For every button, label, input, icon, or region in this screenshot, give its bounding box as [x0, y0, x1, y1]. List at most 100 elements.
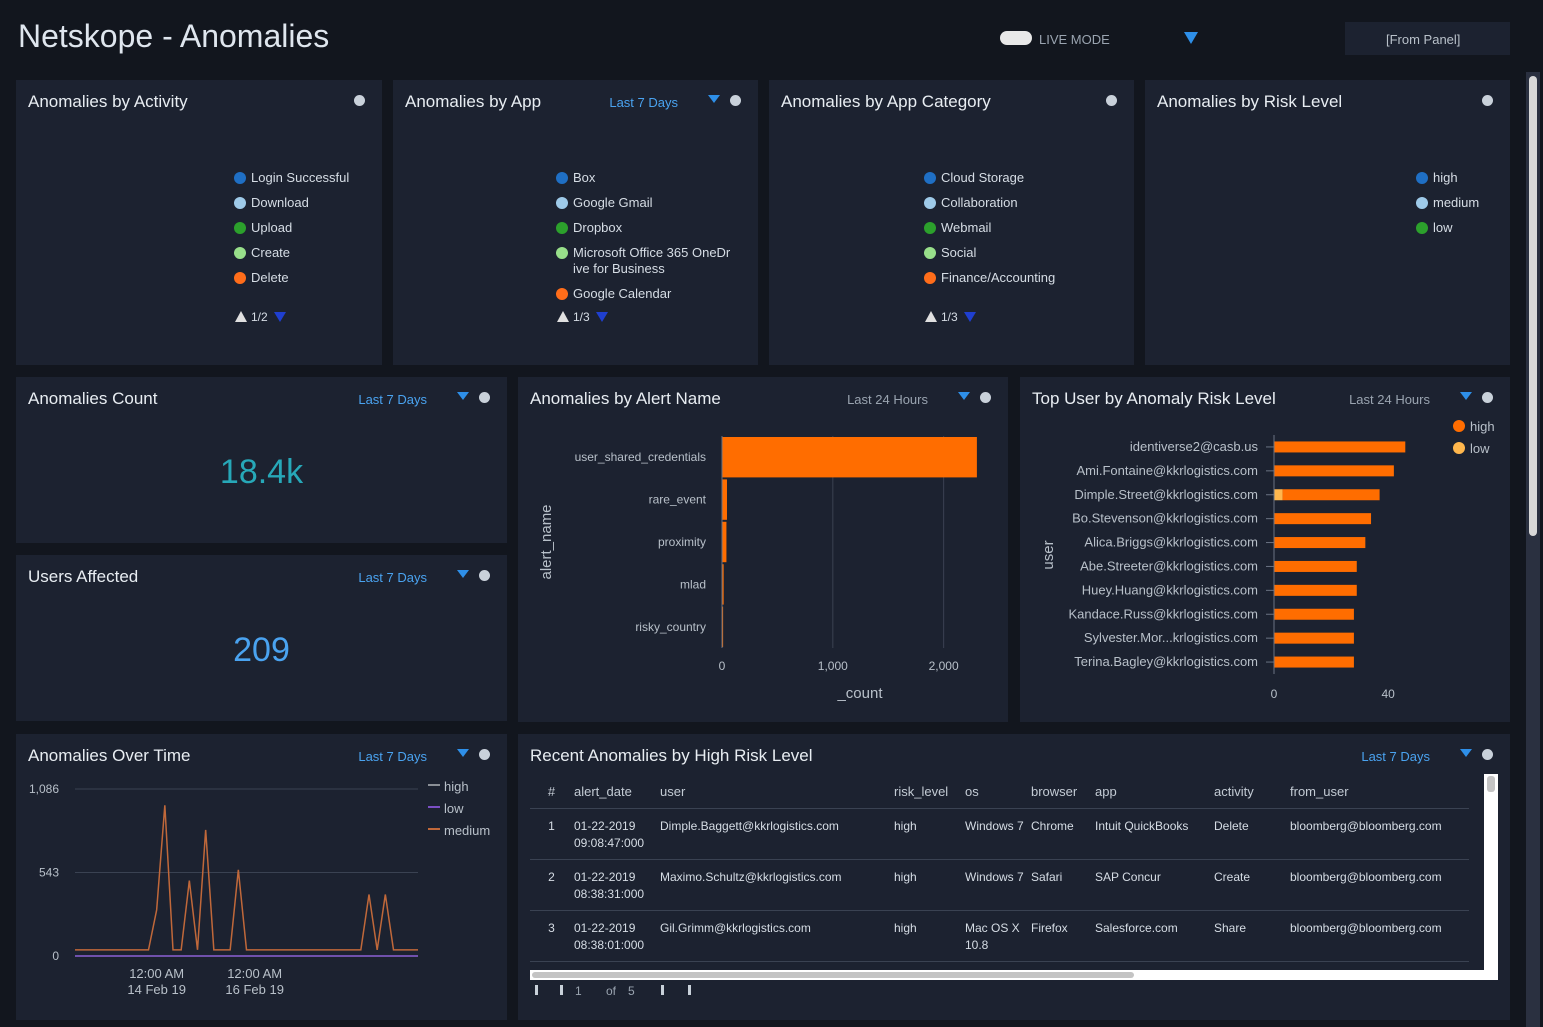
- x-axis-label: _count: [836, 685, 883, 702]
- table-row[interactable]: 1 01-22-2019 09:08:47:000 Dimple.Baggett@k…: [530, 808, 1469, 860]
- table-cell: Firefox: [1030, 910, 1094, 962]
- legend-item: Upload: [234, 220, 382, 236]
- column-header: os: [964, 774, 1030, 809]
- legend-item: Login Successful: [234, 170, 382, 186]
- legend-swatch: [556, 288, 568, 300]
- table-body: 1 01-22-2019 09:08:47:000 Dimple.Baggett@k…: [530, 808, 1469, 962]
- panel-title: Users Affected: [28, 567, 139, 586]
- x-tick-label: 2,000: [929, 659, 959, 673]
- info-icon: [479, 392, 490, 403]
- legend-swatch: [1453, 442, 1465, 454]
- time-filter[interactable]: [From Panel]: [1345, 22, 1510, 55]
- legend-label: low: [444, 801, 464, 816]
- info-icon: [730, 95, 741, 106]
- legend-label: Cloud Storage: [941, 170, 1025, 185]
- x-tick-label: 0: [719, 659, 726, 673]
- y-tick-label: Huey.Huang@kkrlogistics.com: [1082, 582, 1258, 597]
- table-row[interactable]: 2 01-22-2019 08:38:31:000 Maximo.Schultz@k…: [530, 859, 1469, 911]
- scroll-thumb[interactable]: [1529, 76, 1537, 536]
- legend-label: high: [444, 779, 469, 794]
- x-tick-label: 0: [1271, 687, 1278, 701]
- legend-item: Collaboration: [924, 195, 1099, 211]
- legend-item: low: [1416, 220, 1510, 236]
- filter-icon: [708, 95, 720, 103]
- bar-segment: [1274, 513, 1372, 525]
- pager-down: [596, 312, 608, 322]
- first-page: [535, 985, 550, 995]
- pager-down: [274, 312, 286, 322]
- legend-label: Google Calendar: [573, 286, 672, 301]
- legend-label: Webmail: [941, 220, 992, 235]
- filter-icon: [958, 392, 970, 400]
- bar-segment: [1274, 489, 1283, 501]
- panel: Anomalies by App Last 7 Days Box Google Gma…: [393, 80, 758, 365]
- panel-title: Anomalies Over Time: [28, 746, 191, 765]
- table-cell: Windows 7: [964, 859, 1030, 911]
- panel: Users Affected Last 7 Days 209: [16, 555, 507, 721]
- legend-item: Microsoft Office 365 OneDrive for Busine…: [556, 245, 731, 277]
- legend-item: Social: [924, 245, 1099, 261]
- legend-swatch: [924, 247, 936, 259]
- legend-swatch: [924, 272, 936, 284]
- scrollbar[interactable]: [1526, 72, 1540, 1027]
- legend-label: Social: [941, 245, 977, 260]
- series-line: [75, 805, 418, 951]
- legend-label: Delete: [251, 270, 289, 285]
- time-range: Last 7 Days: [609, 95, 678, 110]
- live-toggle[interactable]: [1000, 31, 1032, 45]
- x-tick-label: 12:00 AM 14 Feb 19: [127, 966, 186, 997]
- chart: 0 1,000 2,000 user_shared_credentials rare_e…: [538, 436, 977, 702]
- x-tick-label: 40: [1381, 687, 1395, 701]
- y-tick-label: Dimple.Street@kkrlogistics.com: [1074, 487, 1258, 502]
- page-number: 1: [575, 984, 582, 998]
- data-table: # alert_date user risk_level os browser app act…: [530, 774, 1469, 962]
- legend-swatch: [1416, 172, 1428, 184]
- column-header: #: [530, 774, 573, 809]
- time-range: Last 7 Days: [358, 392, 427, 407]
- legend: Box Google Gmail Dropbox Microsoft Office 3…: [556, 170, 731, 311]
- column-header: user: [659, 774, 893, 809]
- y-axis-label: user: [1040, 540, 1057, 569]
- legend-swatch: [556, 247, 568, 259]
- table-cell: high: [893, 910, 964, 962]
- panel: Anomalies by Alert Name Last 24 Hours 0 1,0…: [518, 377, 1008, 722]
- bar-segment: [1282, 489, 1380, 501]
- page-of: of: [606, 984, 617, 998]
- last-page: [676, 985, 691, 995]
- panel-title: Anomalies by Alert Name: [530, 389, 721, 408]
- legend: high medium low: [1416, 170, 1510, 245]
- bar: [722, 437, 977, 478]
- table-cell: SAP Concur: [1094, 859, 1213, 911]
- legend-label: Finance/Accounting: [941, 270, 1056, 285]
- bar: [722, 564, 724, 605]
- filter-icon: [1460, 392, 1472, 400]
- legend-label: Google Gmail: [573, 195, 653, 210]
- legend-label: high: [1433, 170, 1458, 185]
- panel-title: Recent Anomalies by High Risk Level: [530, 746, 813, 765]
- legend: Login Successful Download Upload Create Dele…: [234, 170, 382, 295]
- filter-icon: [457, 570, 469, 578]
- table-cell: Windows 7: [964, 808, 1030, 860]
- bar-segment: [1274, 441, 1406, 453]
- chart: 0 40 identiverse2@casb.us Ami.Fontaine@kkrl…: [1040, 419, 1495, 701]
- panel-title: Anomalies by Risk Level: [1157, 92, 1343, 111]
- table-row[interactable]: 3 01-22-2019 08:38:01:000 Gil.Grimm@kkrlog…: [530, 910, 1469, 962]
- filter-button[interactable]: [1184, 32, 1198, 44]
- pager-text: 1/3: [941, 310, 958, 324]
- panel: Recent Anomalies by High Risk Level Last …: [518, 734, 1510, 1020]
- y-tick-label: Ami.Fontaine@kkrlogistics.com: [1076, 463, 1258, 478]
- y-tick-label: Kandace.Russ@kkrlogistics.com: [1069, 606, 1258, 621]
- legend-swatch: [1453, 420, 1465, 432]
- legend-item: Download: [234, 195, 382, 211]
- panel-title: Top User by Anomaly Risk Level: [1032, 389, 1276, 408]
- y-tick-label: Sylvester.Mor...krlogistics.com: [1084, 630, 1258, 645]
- h-scroll-thumb: [532, 972, 1134, 978]
- table-cell: 01-22-2019 08:38:01:000: [573, 910, 659, 962]
- y-tick-label: Bo.Stevenson@kkrlogistics.com: [1072, 511, 1258, 526]
- legend-swatch: [556, 222, 568, 234]
- legend-swatch: [1416, 222, 1428, 234]
- panel-title: Anomalies by App: [405, 92, 542, 111]
- legend-swatch: [234, 247, 246, 259]
- legend-item: medium: [1416, 195, 1510, 211]
- panel: Anomalies by App Category Cloud Storage Co…: [769, 80, 1134, 365]
